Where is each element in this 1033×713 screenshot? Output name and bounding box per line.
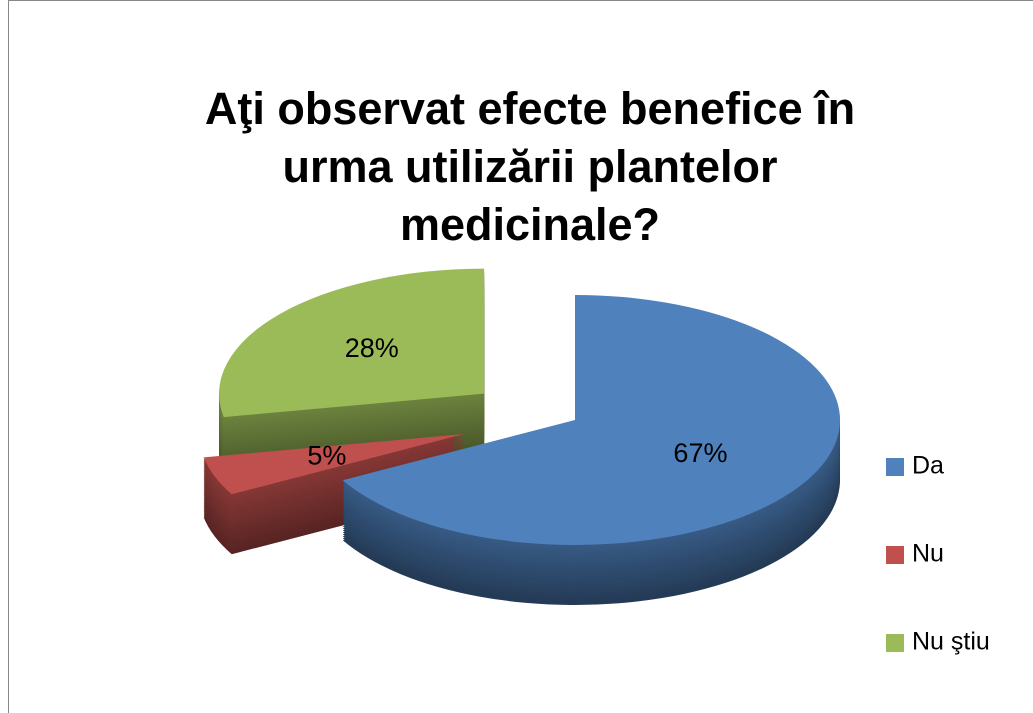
legend-label: Nu	[912, 540, 944, 568]
legend-label: Nu ştiu	[912, 628, 990, 656]
legend-swatch	[886, 546, 904, 564]
data-label: 28%	[345, 333, 399, 363]
data-label: 67%	[673, 438, 727, 468]
slice	[342, 295, 840, 546]
slice	[219, 268, 485, 418]
chart-frame	[8, 0, 1033, 713]
data-label: 5%	[307, 440, 346, 470]
legend-label: Da	[912, 452, 944, 480]
legend-swatch	[886, 458, 904, 476]
legend-swatch	[886, 634, 904, 652]
chart-title: Aţi observat efecte benefice în urma uti…	[204, 83, 856, 250]
slice	[203, 433, 464, 495]
